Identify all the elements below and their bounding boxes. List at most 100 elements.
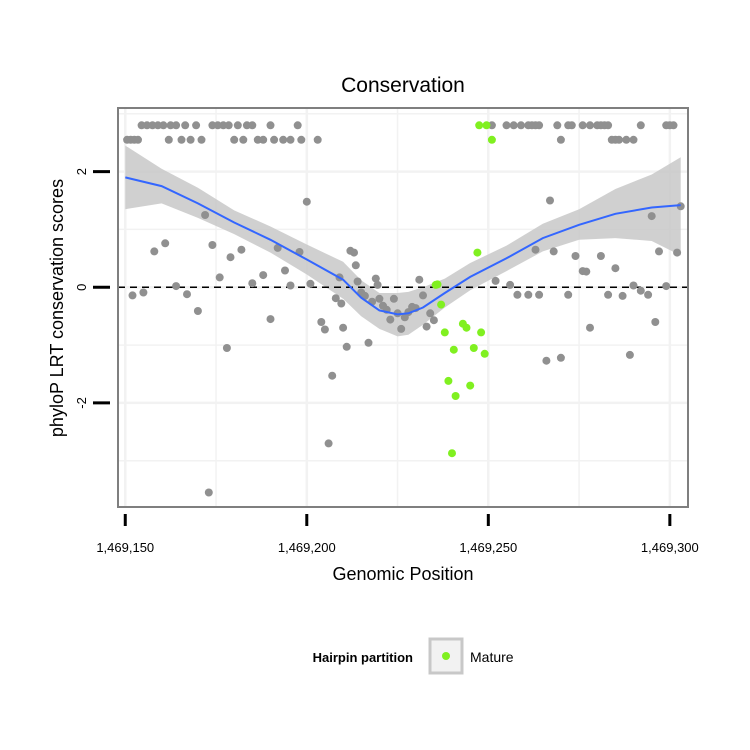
y-axis-label: phyloP LRT conservation scores: [47, 179, 67, 437]
data-point: [161, 239, 170, 248]
y-tick-label: -2: [74, 397, 89, 409]
data-point: [622, 135, 631, 144]
data-point: [328, 371, 337, 380]
data-point: [625, 350, 634, 359]
data-point: [556, 353, 565, 362]
data-point: [556, 135, 565, 144]
mature-point: [444, 376, 453, 385]
y-tick-label: 2: [74, 168, 89, 175]
data-point: [615, 135, 623, 144]
data-point: [181, 121, 190, 130]
data-point: [535, 290, 544, 299]
data-point: [669, 121, 678, 130]
data-point: [535, 121, 544, 130]
data-point: [647, 212, 656, 221]
data-point: [302, 197, 311, 206]
x-tick-label: 1,469,250: [459, 540, 517, 555]
data-point: [266, 121, 275, 130]
data-point: [673, 248, 682, 257]
data-point: [153, 121, 162, 130]
data-point: [197, 135, 206, 144]
data-point: [286, 135, 295, 144]
mature-point: [475, 121, 484, 130]
data-point: [636, 286, 645, 295]
grid-lines: [118, 108, 688, 507]
y-tick-label: 0: [74, 284, 89, 291]
smooth-fit-line: [125, 176, 681, 316]
data-point: [230, 135, 239, 144]
data-point: [629, 281, 638, 290]
mature-point: [449, 345, 458, 354]
plot-panel: [117, 107, 689, 508]
mature-point: [482, 121, 491, 130]
data-point: [389, 294, 398, 303]
data-point: [506, 280, 515, 289]
data-point: [259, 135, 268, 144]
data-point: [204, 488, 213, 497]
data-point: [636, 121, 645, 130]
data-point: [259, 271, 268, 280]
data-point: [183, 290, 191, 299]
data-point: [339, 323, 348, 332]
mature-point: [477, 328, 486, 337]
mature-point: [448, 449, 456, 458]
x-tick-label: 1,469,300: [641, 540, 699, 555]
mature-point: [462, 323, 471, 332]
data-point: [297, 135, 306, 144]
data-point: [192, 121, 201, 130]
data-point: [655, 247, 663, 256]
confidence-ribbon: [125, 145, 681, 337]
data-point: [193, 307, 202, 315]
data-point: [177, 135, 186, 144]
data-point: [397, 324, 406, 333]
data-point: [208, 241, 217, 249]
data-point: [215, 273, 224, 282]
data-point: [629, 135, 638, 144]
data-point: [582, 267, 591, 276]
data-point: [618, 291, 627, 300]
data-point: [415, 275, 424, 284]
mature-point: [466, 381, 475, 390]
data-point: [491, 276, 500, 285]
data-point: [233, 121, 242, 130]
data-point: [128, 291, 137, 300]
data-point: [248, 121, 257, 130]
data-point: [248, 279, 257, 288]
data-point: [159, 121, 168, 130]
mature-point: [440, 328, 449, 337]
data-point: [611, 264, 620, 273]
data-point: [172, 121, 181, 130]
data-point: [350, 248, 358, 257]
data-point: [564, 290, 573, 299]
data-point: [353, 277, 362, 286]
data-point: [172, 282, 181, 291]
data-point: [596, 252, 605, 260]
x-tick-label: 1,469,150: [96, 540, 154, 555]
panel-border: [117, 107, 689, 508]
data-point: [281, 266, 289, 275]
data-point: [286, 281, 295, 290]
data-point: [604, 290, 613, 299]
data-point: [644, 290, 653, 299]
data-point: [586, 121, 594, 130]
data-point: [239, 135, 248, 144]
data-point: [419, 291, 427, 300]
data-point: [186, 135, 195, 144]
data-point: [222, 344, 231, 352]
data-point: [351, 261, 360, 270]
data-point: [313, 135, 322, 144]
data-point: [393, 309, 402, 318]
data-point: [270, 135, 279, 144]
data-point: [139, 288, 148, 297]
data-point: [320, 325, 329, 334]
legend-label-mature: Mature: [470, 649, 514, 665]
mature-point: [451, 392, 460, 400]
data-point: [513, 290, 522, 299]
data-point: [651, 318, 660, 326]
legend-title: Hairpin partition: [313, 650, 413, 665]
mature-point: [480, 349, 489, 358]
data-point: [342, 342, 351, 351]
data-point: [266, 315, 275, 324]
data-point: [567, 121, 576, 130]
x-axis-label: Genomic Position: [332, 564, 473, 584]
